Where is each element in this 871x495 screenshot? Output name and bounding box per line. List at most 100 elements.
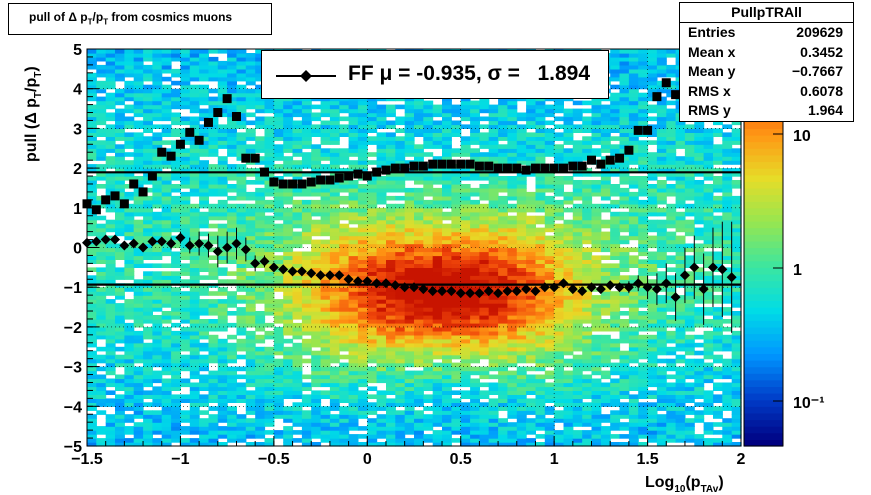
heatmap-cell [357,315,368,320]
heatmap-cell [217,434,228,439]
heatmap-cell [526,398,536,403]
heatmap-cell [470,207,480,213]
heatmap-cell [329,251,340,257]
heatmap-cell [600,326,611,332]
heatmap-cell [451,374,462,380]
heatmap-cell [572,223,583,229]
heatmap-cell [404,398,415,403]
heatmap-cell [273,108,284,114]
heatmap-cell [161,354,172,360]
heatmap-cell [442,203,452,209]
heatmap-cell [255,311,266,316]
heatmap-cell [161,64,172,70]
heatmap-cell [143,442,153,447]
heatmap-cell [245,366,256,372]
heatmap-cell [610,402,621,407]
heatmap-cell [376,299,387,304]
heatmap-cell [357,362,368,368]
heatmap-cell [498,366,508,372]
heatmap-cell [339,354,350,360]
heatmap-cell [516,342,527,348]
heatmap-cell [526,172,536,177]
heatmap-cell [507,394,518,399]
heatmap-cell [217,176,228,181]
heatmap-cell [161,271,172,276]
heatmap-cell [554,418,564,423]
heatmap-cell [245,144,256,149]
heatmap-cell [87,350,97,356]
heatmap-cell [208,430,219,435]
heatmap-cell [442,148,452,153]
heatmap-cell [376,227,387,233]
heatmap-cell [115,96,125,102]
heatmap-cell [96,346,107,352]
heatmap-cell [516,128,527,133]
heatmap-cell [273,231,284,237]
heatmap-cell [367,271,378,276]
heatmap-cell [161,223,172,229]
heatmap-cell [273,319,284,324]
heatmap-cell [591,207,602,213]
heatmap-cell [488,334,499,340]
heatmap-cell [367,378,378,384]
heatmap-cell [133,426,144,431]
heatmap-cell [161,263,172,268]
heatmap-cell [180,354,191,360]
heatmap-cell [264,358,275,364]
heatmap-cell [357,243,368,249]
heatmap-cell [339,342,350,348]
heatmap-cell [87,132,97,137]
heatmap-cell [143,402,153,407]
heatmap-cell [152,168,163,173]
heatmap-cell [470,430,480,435]
heatmap-cell [582,362,593,368]
heatmap-cell [217,398,228,403]
heatmap-cell [236,426,247,431]
heatmap-cell [582,414,593,419]
heatmap-cell [591,378,602,384]
heatmap-cell [591,418,602,423]
heatmap-cell [386,243,396,249]
heatmap-cell [227,80,237,86]
heatmap-cell [582,275,593,280]
heatmap-cell [105,96,116,102]
heatmap-cell [273,215,284,221]
heatmap-cell [311,203,322,209]
heatmap-cell [507,247,518,253]
heatmap-cell [591,255,602,260]
heatmap-cell [311,394,322,399]
heatmap-cell [554,187,564,193]
heatmap-cell [189,271,200,276]
heatmap-cell [563,295,574,300]
heatmap-cell [133,136,144,141]
heatmap-cell [189,402,200,407]
heatmap-cell [404,354,415,360]
heatmap-cell [386,223,396,229]
heatmap-cell [432,410,443,415]
heatmap-cell [105,164,116,169]
heatmap-cell [600,148,611,153]
heatmap-cell [311,239,322,245]
heatmap-cell [189,120,200,126]
heatmap-cell [386,386,396,391]
heatmap-cell [582,207,593,213]
heatmap-cell [460,418,471,423]
heatmap-cell [451,378,462,384]
heatmap-cell [451,172,462,177]
heatmap-cell [386,291,396,296]
heatmap-cell [386,271,396,276]
heatmap-cell [152,291,163,296]
heatmap-cell [143,211,153,217]
heatmap-cell [432,338,443,344]
heatmap-cell [600,299,611,304]
heatmap-cell [488,358,499,364]
heatmap-cell [171,410,181,415]
heatmap-cell [507,430,518,435]
heatmap-cell [423,203,434,209]
heatmap-cell [404,295,415,300]
heatmap-cell [516,148,527,153]
heatmap-cell [357,152,368,157]
heatmap-cell [311,422,322,427]
heatmap-cell [255,366,266,372]
heatmap-cell [526,426,536,431]
